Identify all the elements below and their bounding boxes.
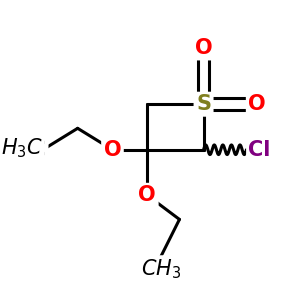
Text: $H_3$C: $H_3$C (5, 138, 47, 161)
Text: $H_3$: $H_3$ (20, 138, 46, 161)
Text: O: O (195, 38, 212, 58)
Text: $CH_3$: $CH_3$ (140, 257, 181, 281)
Text: Cl: Cl (248, 140, 270, 160)
Text: $H_3C$: $H_3C$ (1, 136, 43, 160)
Text: O: O (139, 185, 156, 205)
Text: O: O (104, 140, 121, 160)
Text: O: O (248, 94, 266, 114)
Text: H: H (28, 140, 46, 160)
Text: S: S (196, 94, 211, 114)
